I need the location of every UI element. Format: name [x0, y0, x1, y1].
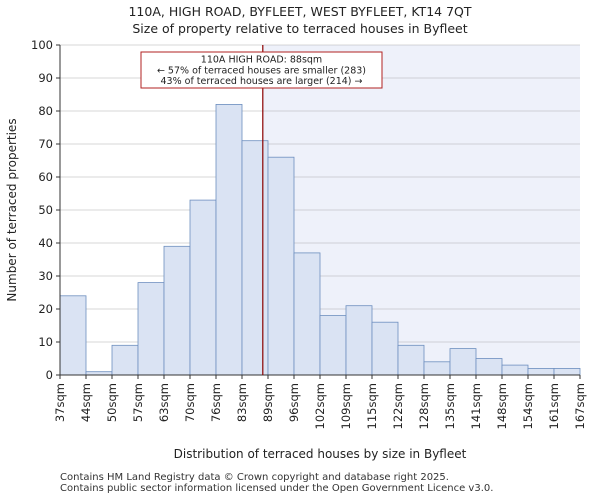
histogram-bar — [111, 344, 139, 376]
title-subtitle: Size of property relative to terraced ho… — [132, 21, 468, 36]
y-tick-label: 60 — [38, 170, 53, 184]
annotation-box: 110A HIGH ROAD: 88sqm ← 57% of terraced … — [140, 51, 383, 89]
histogram-bar — [397, 344, 425, 376]
footer-copyright: Contains HM Land Registry data © Crown c… — [60, 472, 449, 483]
x-tick-label: 76sqm — [209, 383, 223, 422]
x-tick-label: 167sqm — [573, 383, 587, 429]
x-tick-label: 135sqm — [443, 383, 457, 429]
x-tick-label: 63sqm — [157, 383, 171, 422]
y-axis-title: Number of terraced properties — [5, 118, 19, 301]
histogram-bar — [553, 367, 581, 376]
y-tick-label: 90 — [38, 71, 53, 85]
y-tick-label: 80 — [38, 104, 53, 118]
y-tick-label: 20 — [38, 302, 53, 316]
chart-title: 110A, HIGH ROAD, BYFLEET, WEST BYFLEET, … — [0, 3, 600, 37]
y-tick-label: 0 — [46, 368, 53, 382]
x-tick-label: 141sqm — [469, 383, 483, 429]
histogram-bar — [345, 305, 373, 376]
histogram-bar — [163, 245, 191, 376]
x-tick-label: 57sqm — [131, 383, 145, 422]
footer-attribution: Contains HM Land Registry data © Crown c… — [60, 472, 493, 494]
histogram-bar — [423, 361, 451, 376]
annotation-border — [140, 51, 383, 89]
x-tick-label: 128sqm — [417, 383, 431, 429]
histogram-bar — [59, 295, 87, 376]
x-tick-label: 50sqm — [105, 383, 119, 422]
x-tick-label: 122sqm — [391, 383, 405, 429]
histogram-bar — [371, 321, 399, 376]
histogram-bar — [527, 367, 555, 376]
y-tick-label: 30 — [38, 269, 53, 283]
histogram-bar — [137, 282, 165, 376]
y-tick-label: 50 — [38, 203, 53, 217]
x-axis-title: Distribution of terraced houses by size … — [174, 447, 467, 461]
x-tick-label: 83sqm — [235, 383, 249, 422]
annotation-line-smaller: ← 57% of terraced houses are smaller (28… — [157, 66, 366, 77]
x-tick-label: 148sqm — [495, 383, 509, 429]
histogram-bar — [319, 315, 347, 376]
y-tick-label: 70 — [38, 137, 53, 151]
x-tick-label: 70sqm — [183, 383, 197, 422]
annotation-line-larger: 43% of terraced houses are larger (214) … — [161, 76, 363, 87]
footer-licence: Contains public sector information licen… — [60, 483, 494, 494]
x-tick-label: 161sqm — [547, 383, 561, 429]
annotation-line-property: 110A HIGH ROAD: 88sqm — [201, 55, 322, 66]
x-tick-label: 154sqm — [521, 383, 535, 429]
x-tick-label: 44sqm — [79, 383, 93, 422]
histogram-bar — [475, 358, 503, 376]
x-tick-label: 37sqm — [53, 383, 67, 422]
histogram-bar — [293, 252, 321, 376]
histogram-bar — [267, 156, 295, 376]
histogram-bar — [215, 104, 243, 376]
x-tick-label: 89sqm — [261, 383, 275, 422]
histogram-bar — [241, 140, 269, 376]
y-tick-label: 100 — [31, 38, 53, 52]
histogram-bar — [501, 364, 529, 376]
title-address: 110A, HIGH ROAD, BYFLEET, WEST BYFLEET, … — [128, 4, 472, 19]
y-tick-label: 40 — [38, 236, 53, 250]
x-tick-label: 115sqm — [365, 383, 379, 429]
x-tick-label: 109sqm — [339, 383, 353, 429]
histogram-bar — [189, 199, 217, 376]
x-tick-label: 102sqm — [313, 383, 327, 429]
histogram-bar — [449, 348, 477, 376]
x-tick-label: 96sqm — [287, 383, 301, 422]
y-tick-label: 10 — [38, 335, 53, 349]
